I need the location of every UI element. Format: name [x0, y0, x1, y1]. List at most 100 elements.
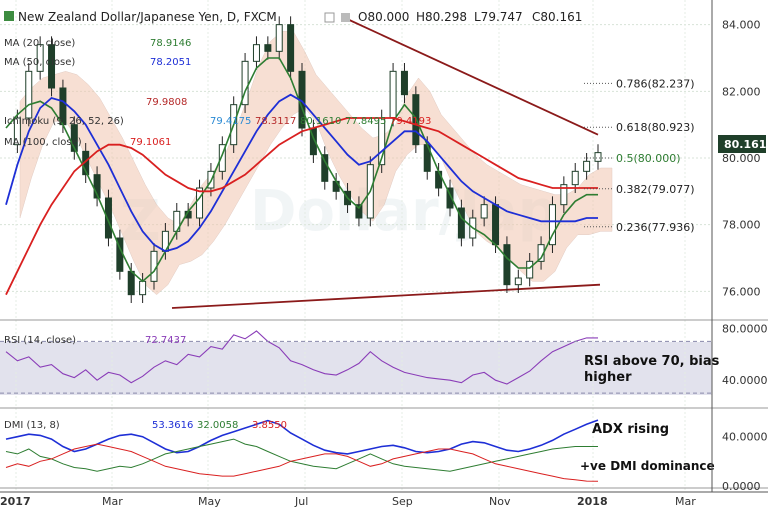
candle-body: [252, 44, 260, 62]
time-tick-label: May: [198, 495, 221, 508]
candle-body: [139, 280, 147, 296]
minus-di-line: [5, 443, 599, 482]
ma20-line: [5, 57, 598, 283]
time-tick-label: 2017: [0, 495, 31, 508]
ichimoku-value-6: 79.4193: [390, 116, 431, 127]
candle-body: [503, 244, 511, 286]
fib-level-label: 0.786(82.237): [616, 77, 695, 90]
time-tick-label: Nov: [489, 495, 511, 508]
ohlc-high: H80.298: [416, 10, 467, 24]
dmi-tick-label: 0.0000: [722, 480, 761, 493]
trendlines: [171, 17, 601, 309]
ma100-label[interactable]: MA (100, close): [4, 137, 82, 148]
ichimoku-value-1: 79.9808: [146, 97, 187, 108]
time-tick-label: Mar: [675, 495, 696, 508]
candle-body: [594, 152, 602, 162]
dmi-label[interactable]: DMI (13, 8): [4, 420, 60, 431]
ichimoku-value-4: 80.1610: [300, 116, 341, 127]
time-tick-label: Mar: [102, 495, 123, 508]
time-tick-label: Jul: [294, 495, 308, 508]
candle-body: [104, 197, 112, 239]
price-tick-label: 84.000: [722, 19, 761, 32]
ichimoku-label[interactable]: Ichimoku (9, 26, 52, 26): [4, 116, 124, 127]
ma50-label[interactable]: MA (50, close): [4, 57, 75, 68]
rsi-line: [5, 330, 598, 385]
candle-body: [560, 184, 568, 206]
candle-body: [446, 187, 454, 209]
time-tick-label: Sep: [392, 495, 413, 508]
candle-body: [400, 70, 408, 96]
ma100-line: [5, 117, 598, 296]
ma50-line: [5, 93, 598, 253]
lower-trendline: [171, 283, 601, 309]
fibonacci-levels: 0.786(82.237) 0.618(80.923) 0.5(80.000) 0.3…: [584, 77, 695, 234]
ohlc-close: C80.161: [532, 10, 582, 24]
price-tick-label: 80.000: [722, 152, 761, 165]
ichimoku-value-2: 79.4175: [210, 116, 251, 127]
price-tick-label: 76.000: [722, 285, 761, 298]
rsi-note-line2: higher: [584, 370, 632, 385]
candle-body: [332, 180, 340, 192]
ma50-value: 78.2051: [150, 57, 191, 68]
candle-body: [583, 160, 591, 172]
price-badge: 80.161: [718, 135, 766, 153]
fib-level-label: 0.236(77.936): [616, 221, 695, 234]
candle-body: [196, 187, 204, 219]
candle-body: [48, 44, 56, 89]
candle-body: [355, 204, 363, 219]
adx-line: [5, 419, 599, 455]
ma20-value: 78.9146: [150, 38, 191, 49]
rsi-tick-label: 40.0000: [722, 374, 768, 387]
candle-body: [25, 70, 33, 119]
candle-body: [492, 204, 500, 246]
dmi-value-plus: 32.0058: [197, 420, 238, 431]
rsi-value: 72.7437: [145, 335, 186, 346]
fib-level-label: 0.618(80.923): [616, 121, 695, 134]
time-tick-label: 2018: [577, 495, 608, 508]
candle-body: [526, 260, 534, 279]
candle-body: [93, 174, 101, 199]
ichimoku-value-3: 78.3117: [255, 116, 296, 127]
candle-body: [218, 144, 226, 172]
candle-body: [36, 44, 44, 72]
candle-body: [571, 170, 579, 186]
dmi-tick-label: 40.0000: [722, 431, 768, 444]
rsi-note-line1: RSI above 70, bias: [584, 354, 720, 369]
settings-icon[interactable]: [341, 13, 350, 22]
eye-icon[interactable]: [324, 12, 335, 23]
price-tick-label: 82.000: [722, 85, 761, 98]
candle-body: [275, 24, 283, 52]
dmi-value-adx: 53.3616: [152, 420, 193, 431]
candle-body: [287, 24, 295, 72]
rsi-label[interactable]: RSI (14, close): [4, 335, 76, 346]
header-legend: New Zealand Dollar/Japanese Yen, D, FXCM…: [4, 10, 582, 148]
candle-body: [264, 44, 272, 52]
candle-body: [241, 60, 249, 106]
upper-trendline: [344, 17, 599, 136]
series-lines: [0, 57, 712, 482]
price-candles: [13, 16, 602, 303]
dmi-note: +ve DMI dominance: [580, 459, 715, 473]
candle-body: [13, 117, 21, 146]
chart-title: New Zealand Dollar/Japanese Yen, D, FXCM: [18, 10, 277, 24]
ohlc-low: L79.747: [474, 10, 523, 24]
price-tick-label: 78.000: [722, 219, 761, 232]
candle-body: [457, 207, 465, 239]
price-badge-text: 80.161: [724, 138, 766, 151]
candle-body: [480, 204, 488, 219]
candle-body: [127, 270, 135, 296]
dmi-value-minus: 3.8550: [252, 420, 287, 431]
fib-level-label: 0.382(79.077): [616, 183, 695, 196]
collapse-icon[interactable]: [4, 11, 14, 21]
rsi-header: RSI (14, close) 72.7437 RSI above 70, bi…: [4, 335, 720, 385]
candle-body: [514, 277, 522, 286]
ichimoku-value-5: 77.8495: [345, 116, 386, 127]
ma100-value: 79.1061: [130, 137, 171, 148]
plus-di-line: [5, 438, 598, 472]
ma20-label[interactable]: MA (20, close): [4, 38, 75, 49]
fib-level-label: 0.5(80.000): [616, 152, 681, 165]
candle-body: [389, 70, 397, 119]
ohlc-open: O80.000: [358, 10, 409, 24]
